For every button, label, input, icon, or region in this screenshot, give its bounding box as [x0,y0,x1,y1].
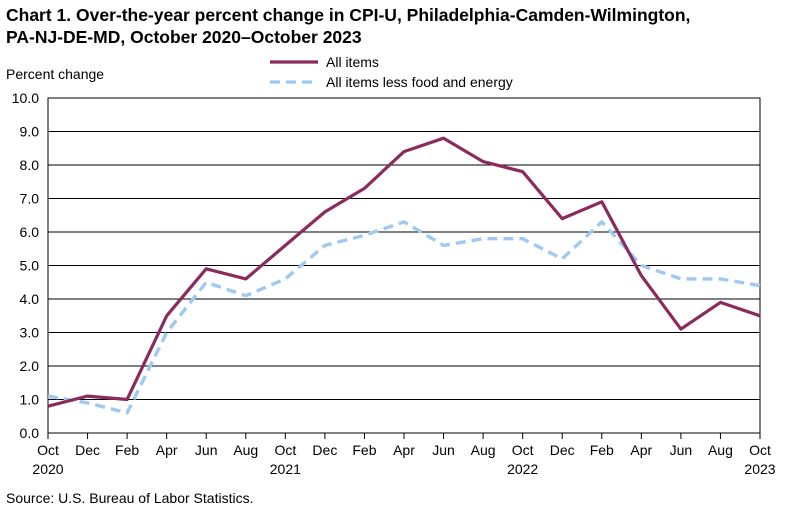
x-tick-label: Aug [708,442,733,458]
y-tick-label: 9.0 [20,124,40,140]
y-tick-label: 3.0 [20,325,40,341]
series-line-2 [47,220,761,415]
y-tick-label: 1.0 [20,392,40,408]
x-tick-label: Oct [37,442,59,458]
series-lines [47,136,761,415]
x-tick-label: Oct [274,442,296,458]
series-line-1 [47,136,761,408]
x-tick-label: Jun [432,442,455,458]
x-tick-label: Dec [312,442,337,458]
y-axis-ticks: 0.0 1.0 2.0 3.0 4.0 5.0 6.0 7.0 8.0 9.0 10.0 [12,90,39,441]
x-tick-label: Dec [550,442,575,458]
chart-title: Chart 1. Over-the-year percent change in… [6,4,786,48]
chart-title-line-2: PA-NJ-DE-MD, October 2020–October 2023 [6,27,362,47]
x-tick-label: Aug [233,442,258,458]
y-tick-label: 7.0 [20,191,40,207]
legend-label-2: All items less food and energy [326,74,513,90]
legend-label-1: All items [326,54,379,70]
x-tick-label: Feb [115,442,139,458]
legend: All items All items less food and energy [270,54,513,90]
x-tick-label: Apr [630,442,652,458]
y-tick-label: 6.0 [20,224,40,240]
x-tick-label: Apr [393,442,415,458]
y-tick-label: 4.0 [20,291,40,307]
x-tick-label: Feb [590,442,614,458]
y-tick-label: 5.0 [20,258,40,274]
x-year-label: 2022 [507,461,538,477]
y-axis-label: Percent change [6,66,105,82]
x-tick-label: Apr [156,442,178,458]
source-note: Source: U.S. Bureau of Labor Statistics. [6,490,254,506]
gridlines [48,131,760,400]
x-tick-label: Jun [195,442,218,458]
x-year-label: 2023 [744,461,775,477]
x-tick-label: Aug [471,442,496,458]
chart-title-line-1: Chart 1. Over-the-year percent change in… [6,5,691,25]
x-year-label: 2021 [270,461,301,477]
y-tick-label: 8.0 [20,157,40,173]
y-tick-label: 0.0 [20,425,40,441]
y-tick-label: 10.0 [12,90,39,106]
y-tick-label: 2.0 [20,358,40,374]
x-tick-label: Oct [749,442,771,458]
x-tick-label: Dec [75,442,100,458]
x-tick-label: Jun [670,442,693,458]
x-tick-label: Oct [512,442,534,458]
x-tick-label: Feb [352,442,376,458]
x-axis-ticks: Oct Dec Feb Apr Jun Aug Oct Dec Feb Apr Jun Aug Oct D… [32,433,776,477]
x-year-label: 2020 [32,461,63,477]
